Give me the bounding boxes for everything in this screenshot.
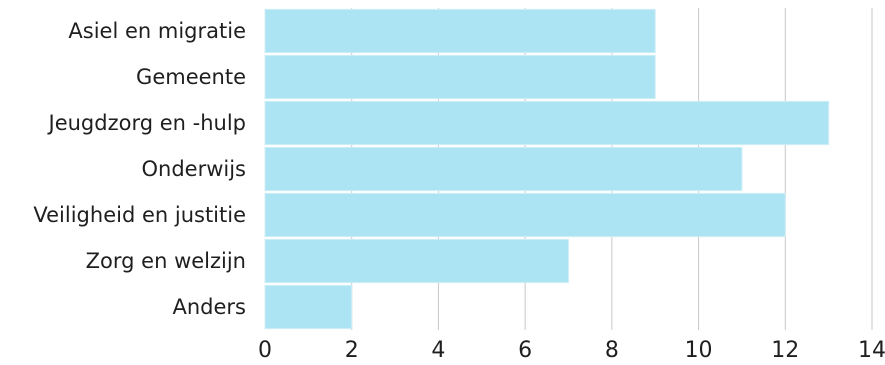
category-label: Gemeente <box>136 65 246 89</box>
category-label: Asiel en migratie <box>68 19 246 43</box>
x-tick-label-4: 4 <box>431 338 445 363</box>
x-tick-label-14: 14 <box>858 338 885 363</box>
bar-anders <box>264 284 353 330</box>
category-label: Onderwijs <box>141 157 246 181</box>
bar-jeugdzorg-en-hulp <box>264 100 830 146</box>
x-axis-tick-labels: 0 2 4 6 8 10 12 14 <box>258 338 885 363</box>
x-tick-label-2: 2 <box>345 338 359 363</box>
category-labels: Asiel en migratie Gemeente Jeugdzorg en -h… <box>33 19 246 319</box>
bars <box>264 8 830 330</box>
x-tick-label-6: 6 <box>518 338 532 363</box>
bar-onderwijs <box>264 146 743 192</box>
x-tick-label-8: 8 <box>605 338 619 363</box>
bar-veiligheid-en-justitie <box>264 192 786 238</box>
bar-asiel-en-migratie <box>264 8 656 54</box>
category-label: Veiligheid en justitie <box>33 203 246 227</box>
category-label: Zorg en welzijn <box>86 249 246 273</box>
x-tick-label-10: 10 <box>685 338 713 363</box>
category-label: Anders <box>173 295 247 319</box>
category-label: Jeugdzorg en -hulp <box>47 111 247 135</box>
x-tick-label-0: 0 <box>258 338 272 363</box>
bar-zorg-en-welzijn <box>264 238 569 284</box>
x-tick-label-12: 12 <box>771 338 799 363</box>
bar-gemeente <box>264 54 656 100</box>
